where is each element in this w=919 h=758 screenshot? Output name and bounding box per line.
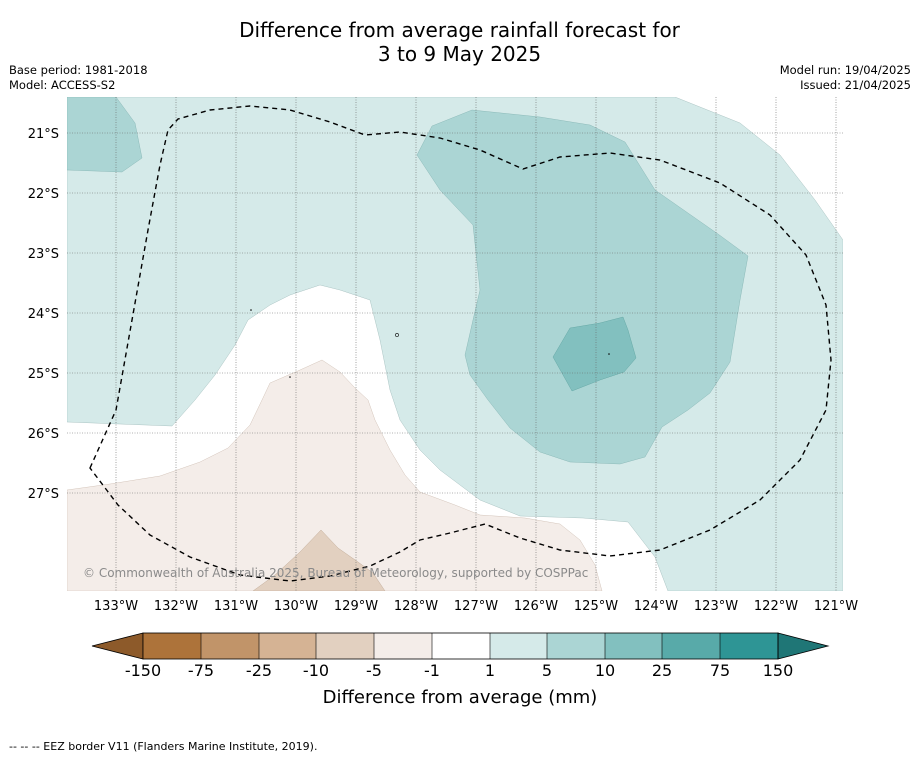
colorbar-bin: [432, 633, 490, 659]
longitude-labels: 133°W 132°W 131°W 130°W 129°W 128°W 127°…: [94, 599, 858, 614]
lon-label: 131°W: [214, 599, 258, 614]
colorbar-bin: [662, 633, 720, 659]
colorbar-tick-label: -75: [188, 661, 214, 680]
rainfall-map: [67, 97, 843, 591]
run-info: Model run: 19/04/2025 Issued: 21/04/2025: [780, 63, 911, 93]
lon-label: 132°W: [154, 599, 198, 614]
colorbar-bin: [201, 633, 259, 659]
wet-5-10-region-west: [67, 97, 143, 173]
lon-label: 122°W: [754, 599, 798, 614]
colorbar: -150 -75 -25 -10 -5 -1 1 5 10 25 75 150 …: [91, 632, 830, 708]
colorbar-tick-label: 5: [542, 661, 552, 680]
title-line-1: Difference from average rainfall forecas…: [239, 18, 680, 42]
map-credit: © Commonwealth of Australia 2025, Bureau…: [83, 566, 588, 580]
colorbar-tick-label: 10: [595, 661, 615, 680]
lat-label: 22°S: [28, 187, 59, 202]
lat-label: 21°S: [28, 127, 59, 142]
lon-label: 130°W: [274, 599, 318, 614]
colorbar-outline: [142, 632, 779, 660]
colorbar-high-extend: [777, 632, 830, 660]
title-line-2: 3 to 9 May 2025: [377, 42, 542, 66]
colorbar-bin: [374, 633, 432, 659]
lat-label: 27°S: [28, 487, 59, 502]
lon-label: 125°W: [574, 599, 618, 614]
colorbar-bin: [143, 633, 201, 659]
lon-label: 124°W: [634, 599, 678, 614]
colorbar-bin: [720, 633, 778, 659]
lon-label: 121°W: [814, 599, 858, 614]
map-title: Difference from average rainfall forecas…: [0, 18, 919, 66]
model-text: Model: ACCESS-S2: [9, 78, 116, 92]
colorbar-tick-label: -25: [246, 661, 272, 680]
lon-label: 127°W: [454, 599, 498, 614]
colorbar-bin: [547, 633, 605, 659]
wet-10-25-region: [552, 316, 637, 392]
colorbar-bin: [490, 633, 547, 659]
base-info: Base period: 1981-2018 Model: ACCESS-S2: [9, 63, 148, 93]
base-period-text: Base period: 1981-2018: [9, 63, 148, 77]
colorbar-tick-labels: -150 -75 -25 -10 -5 -1 1 5 10 25 75 150: [125, 661, 793, 680]
graticule: [67, 97, 843, 591]
wet-5-10-region-central: [416, 109, 749, 465]
colorbar-tick-label: 25: [652, 661, 672, 680]
colorbar-tick-label: -150: [125, 661, 161, 680]
dry-5-10-region: [252, 529, 386, 591]
island-marker: [289, 376, 291, 378]
lat-label: 23°S: [28, 247, 59, 262]
colorbar-tick-label: 75: [710, 661, 730, 680]
colorbar-dividers: [200, 633, 721, 659]
latitude-labels: 21°S 22°S 23°S 24°S 25°S 26°S 27°S: [28, 127, 59, 502]
lon-label: 129°W: [334, 599, 378, 614]
colorbar-bin: [316, 633, 374, 659]
lon-label: 126°W: [514, 599, 558, 614]
colorbar-title: Difference from average (mm): [323, 687, 598, 708]
dry-1-5-region: [67, 359, 603, 591]
colorbar-bin: [605, 633, 662, 659]
colorbar-bin: [259, 633, 316, 659]
lon-label: 123°W: [694, 599, 738, 614]
colorbar-tick-label: 1: [485, 661, 495, 680]
eez-border-line: [89, 105, 832, 582]
colorbar-tick-label: -1: [424, 661, 440, 680]
colorbar-low-extend: [91, 632, 144, 660]
lat-label: 26°S: [28, 427, 59, 442]
model-run-text: Model run: 19/04/2025: [779, 63, 911, 77]
lat-label: 24°S: [28, 307, 59, 322]
lon-label: 128°W: [394, 599, 438, 614]
island-marker: [395, 333, 399, 337]
eez-legend-footnote: -- -- -- EEZ border V11 (Flanders Marine…: [9, 740, 318, 753]
lon-label: 133°W: [94, 599, 138, 614]
issued-text: Issued: 21/04/2025: [800, 78, 911, 92]
island-marker: [608, 353, 610, 355]
lat-label: 25°S: [28, 367, 59, 382]
colorbar-tick-label: -5: [366, 661, 382, 680]
colorbar-tick-label: -10: [303, 661, 329, 680]
island-marker: [250, 309, 252, 311]
colorbar-tick-label: 150: [763, 661, 794, 680]
